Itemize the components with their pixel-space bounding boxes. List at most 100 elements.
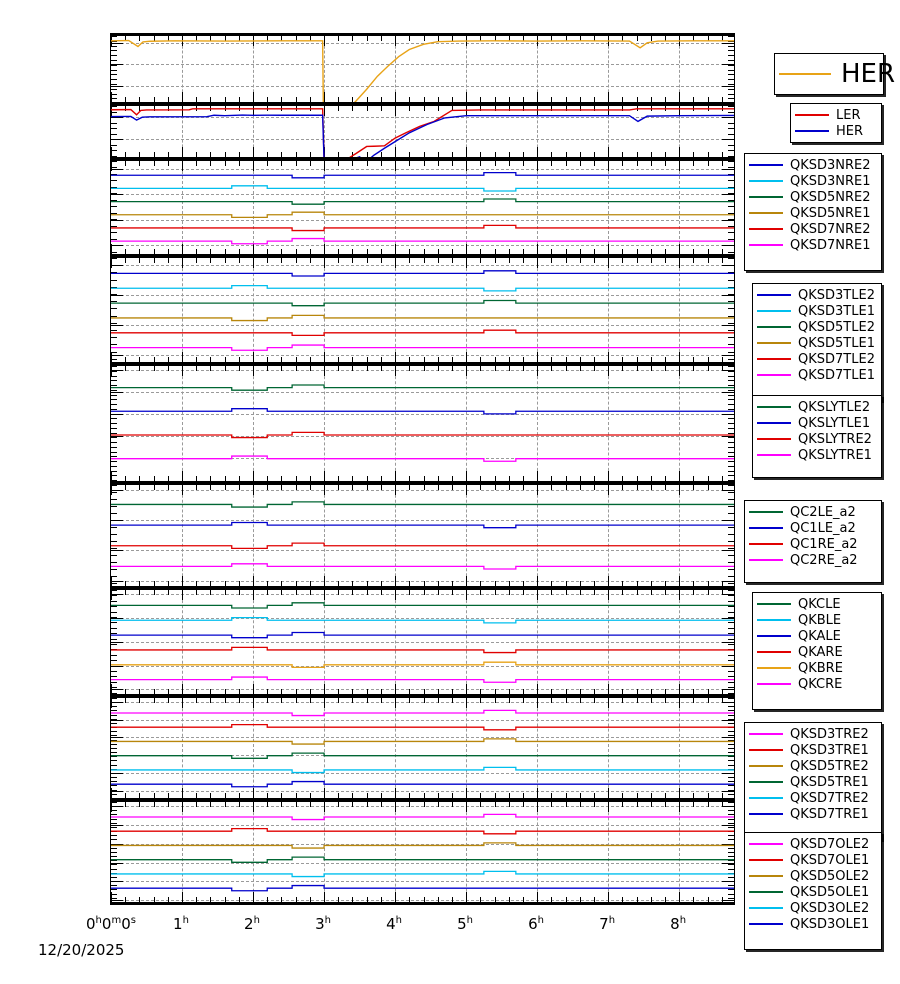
x-tick (707, 689, 709, 694)
vertical-gridline (182, 106, 184, 157)
legend-entry[interactable]: QKSD3NRE1 (749, 173, 876, 189)
legend-nre[interactable]: QKSD3NRE2 QKSD3NRE1 QKSD5NRE2 QKSD5NRE1 QKSD… (744, 153, 882, 271)
x-tick (352, 476, 354, 481)
legend-entry[interactable]: QKSD7NRE1 (749, 237, 876, 253)
x-tick (579, 357, 581, 362)
y-minor-tick (728, 446, 734, 448)
x-tick (196, 897, 198, 902)
x-tick (451, 249, 453, 254)
trace-layer (111, 384, 734, 462)
legend-entry[interactable]: QKSLYTLE1 (757, 415, 876, 431)
legend-entry[interactable]: QKSD3OLE2 (749, 900, 876, 916)
x-tick (267, 802, 269, 807)
x-tick (380, 802, 382, 807)
legend-entry[interactable]: QKSD3TRE2 (749, 726, 876, 742)
legend-tle[interactable]: QKSD3TLE2 QKSD3TLE1 QKSD5TLE2 QKSD5TLE1 QKSD… (752, 283, 882, 401)
y-minor-tick (728, 781, 734, 783)
legend-entry[interactable]: QKSD7TLE2 (757, 351, 876, 367)
x-tick (480, 802, 482, 807)
x-tick (593, 258, 595, 263)
x-tick (693, 590, 695, 595)
series-qkbre (111, 661, 734, 669)
legend-entry[interactable]: QKSD5NRE2 (749, 189, 876, 205)
legend-entry[interactable]: QKBRE (757, 660, 876, 676)
legend-entry[interactable]: QKSD7NRE2 (749, 221, 876, 237)
x-tick (295, 793, 297, 798)
x-tick (324, 788, 326, 798)
legend-entry[interactable]: QKBLE (757, 612, 876, 628)
vertical-gridline (253, 36, 255, 102)
legend-entry[interactable]: QKSD5TRE2 (749, 758, 876, 774)
x-tick (423, 793, 425, 798)
legend-entry[interactable]: QKSD5TLE2 (757, 319, 876, 335)
legend-qc[interactable]: QC2LE_a2 QC1LE_a2 QC1RE_a2 QC2RE_a2 (744, 500, 882, 583)
legend-entry[interactable]: QKALE (757, 628, 876, 644)
legend-entry[interactable]: QC1RE_a2 (749, 536, 876, 552)
series-qksd7tre1 (111, 780, 734, 788)
legend-label: QKSD5OLE1 (790, 884, 870, 900)
legend-entry[interactable]: QKCLE (757, 596, 876, 612)
y-major-tick (111, 900, 123, 902)
legend-entry[interactable]: QKSD5TRE1 (749, 774, 876, 790)
y-minor-tick (728, 710, 734, 712)
y-minor-tick (728, 722, 734, 724)
legend-entry[interactable]: QKSD3TLE2 (757, 287, 876, 303)
x-tick (707, 152, 709, 157)
legend-entry[interactable]: QC2RE_a2 (749, 552, 876, 568)
horizontal-gridline (111, 369, 734, 371)
legend-entry[interactable]: QKSD3TLE1 (757, 303, 876, 319)
legend-entry[interactable]: HER (795, 123, 876, 139)
x-tick (537, 788, 539, 798)
x-tick (210, 258, 212, 263)
legend-entry[interactable]: QKSLYTRE1 (757, 447, 876, 463)
legend-entry[interactable]: QC1LE_a2 (749, 520, 876, 536)
legend-entry[interactable]: QKSD3NRE2 (749, 157, 876, 173)
legend-entry[interactable]: QKSD7TRE1 (749, 806, 876, 822)
y-minor-tick (111, 797, 117, 798)
x-tick (153, 161, 155, 166)
legend-entry[interactable]: QKSD7OLE2 (749, 836, 876, 852)
legend-entry[interactable]: QKSD7TLE1 (757, 367, 876, 383)
legend-entry[interactable]: QC2LE_a2 (749, 504, 876, 520)
x-tick (608, 590, 610, 600)
y-minor-tick (111, 144, 117, 146)
x-tick (253, 788, 255, 798)
x-tick (267, 476, 269, 481)
legend-entry[interactable]: QKCRE (757, 676, 876, 692)
legend-entry[interactable]: QKSD5OLE2 (749, 868, 876, 884)
legend-entry[interactable]: QKSD5NRE1 (749, 205, 876, 221)
x-tick (338, 36, 340, 41)
legend-entry[interactable]: QKSD3OLE1 (749, 916, 876, 932)
vertical-gridline (395, 258, 397, 362)
legend-color-swatch (749, 907, 783, 909)
legend-entry[interactable]: HER (779, 57, 895, 91)
legend-label: QKSD7TLE2 (798, 351, 875, 367)
y-minor-tick (111, 843, 117, 845)
legend-ole[interactable]: QKSD7OLE2 QKSD7OLE1 QKSD5OLE2 QKSD5OLE1 QKSD… (744, 832, 882, 950)
y-minor-tick (111, 576, 117, 577)
legend-entry[interactable]: LER (795, 107, 876, 123)
legend-qk[interactable]: QKCLE QKBLE QKALE QKARE QKBRE QKCRE (752, 592, 882, 710)
legend-entry[interactable]: QKSLYTRE2 (757, 431, 876, 447)
legend-entry[interactable]: QKSD7TRE2 (749, 790, 876, 806)
x-tick (167, 36, 169, 41)
legend-entry[interactable]: QKSLYTLE2 (757, 399, 876, 415)
x-tick (707, 897, 709, 902)
legend-luminosity[interactable]: HER (774, 53, 895, 95)
legend-current[interactable]: LER HER (790, 103, 882, 143)
y-minor-tick (111, 155, 117, 157)
legend-qkslyt[interactable]: QKSLYTLE2 QKSLYTLE1 QKSLYTRE2 QKSLYTRE1 (752, 395, 882, 478)
x-tick (707, 793, 709, 798)
x-tick (537, 684, 539, 694)
legend-entry[interactable]: QKSD7OLE1 (749, 852, 876, 868)
x-tick (622, 897, 624, 902)
legend-entry[interactable]: QKSD5OLE1 (749, 884, 876, 900)
x-tick (721, 258, 723, 263)
legend-entry[interactable]: QKSD3TRE1 (749, 742, 876, 758)
legend-tre[interactable]: QKSD3TRE2 QKSD3TRE1 QKSD5TRE2 QKSD5TRE1 QKSD… (744, 722, 882, 840)
legend-entry[interactable]: QKARE (757, 644, 876, 660)
legend-entry[interactable]: QKSD5TLE1 (757, 335, 876, 351)
y-minor-tick (728, 499, 734, 500)
series-qc1le_a2 (111, 521, 734, 529)
x-tick (664, 36, 666, 41)
